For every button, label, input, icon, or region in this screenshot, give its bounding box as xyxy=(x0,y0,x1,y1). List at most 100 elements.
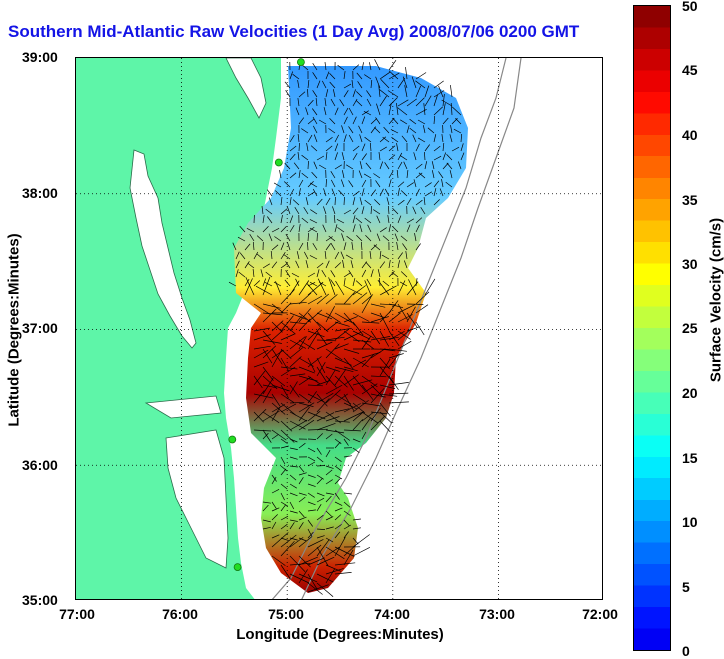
velocity-vector xyxy=(352,153,358,161)
velocity-vector xyxy=(255,285,273,296)
velocity-vector xyxy=(343,116,348,125)
velocity-vector xyxy=(352,419,364,431)
velocity-vector xyxy=(298,318,311,332)
velocity-vector xyxy=(298,569,308,584)
velocity-vector xyxy=(306,143,309,152)
velocity-vector xyxy=(334,196,336,206)
velocity-vector xyxy=(289,411,308,422)
velocity-vector xyxy=(370,393,386,398)
velocity-vector xyxy=(392,117,399,125)
velocity-vector xyxy=(446,153,453,161)
velocity-vector xyxy=(289,555,306,573)
velocity-vector xyxy=(345,254,354,260)
velocity-vector xyxy=(445,181,453,188)
velocity-vector xyxy=(370,330,381,345)
velocity-vector xyxy=(301,154,309,161)
velocity-vector xyxy=(280,393,295,403)
velocity-vector xyxy=(271,393,281,407)
plot-title: Southern Mid-Atlantic Raw Velocities (1 … xyxy=(8,22,580,41)
velocity-vector xyxy=(307,573,318,590)
velocity-vector xyxy=(400,235,408,242)
velocity-vector xyxy=(375,117,381,125)
velocity-vector xyxy=(433,199,440,206)
velocity-vector xyxy=(330,98,336,107)
velocity-vector xyxy=(400,271,408,278)
velocity-vector xyxy=(352,527,361,530)
velocity-vector xyxy=(346,164,354,170)
velocity-vector xyxy=(397,215,402,224)
velocity-vector xyxy=(343,429,361,432)
velocity-vector xyxy=(279,170,282,179)
velocity-vector xyxy=(289,537,304,548)
velocity-vector xyxy=(265,271,273,278)
velocity-vector xyxy=(260,269,264,278)
velocity-vector xyxy=(365,235,372,242)
velocity-vector xyxy=(343,278,346,287)
velocity-vector xyxy=(352,411,365,422)
velocity-vector xyxy=(316,341,333,350)
velocity-vector xyxy=(235,251,240,260)
velocity-vector xyxy=(370,244,378,251)
velocity-vector xyxy=(316,293,330,305)
velocity-vector xyxy=(287,242,291,251)
velocity-vector xyxy=(325,306,336,323)
velocity-vector xyxy=(352,116,357,125)
velocity-vector xyxy=(375,180,381,188)
chesapeake-bay xyxy=(129,149,197,349)
velocity-vector xyxy=(262,411,280,424)
velocity-vector xyxy=(337,64,345,71)
velocity-vector xyxy=(329,117,336,125)
velocity-vector xyxy=(400,119,408,125)
velocity-vector xyxy=(285,261,291,269)
velocity-vector xyxy=(271,429,287,441)
velocity-vector xyxy=(325,429,345,434)
velocity-vector xyxy=(307,483,316,487)
velocity-vector xyxy=(297,80,300,89)
velocity-vector xyxy=(415,72,427,80)
velocity-vector xyxy=(352,207,359,215)
velocity-vector xyxy=(262,312,283,316)
velocity-vector xyxy=(316,465,326,467)
velocity-vector xyxy=(334,393,349,404)
velocity-vector xyxy=(262,303,281,309)
velocity-vector xyxy=(352,359,367,368)
velocity-vector xyxy=(239,225,246,233)
velocity-vector xyxy=(343,316,358,323)
map-canvas xyxy=(76,58,602,599)
velocity-vector xyxy=(438,85,444,98)
velocity-vector xyxy=(298,496,306,503)
velocity-vector xyxy=(325,433,333,440)
velocity-vector xyxy=(321,270,327,278)
velocity-vector xyxy=(264,281,273,287)
velocity-vector xyxy=(285,233,291,242)
velocity-vector xyxy=(370,79,373,89)
velocity-vector xyxy=(343,83,352,89)
velocity-vector xyxy=(404,85,408,98)
velocity-vector xyxy=(334,465,342,472)
velocity-vector xyxy=(316,504,322,512)
velocity-vector xyxy=(453,128,462,134)
velocity-vector xyxy=(442,94,445,107)
velocity-vector xyxy=(415,321,425,336)
velocity-vector xyxy=(397,329,412,341)
velocity-vectors xyxy=(228,59,465,597)
velocity-vector xyxy=(271,349,283,368)
velocity-vector xyxy=(280,208,288,215)
velocity-vector xyxy=(325,568,344,575)
velocity-vector xyxy=(271,303,284,314)
velocity-vector xyxy=(316,422,336,431)
velocity-vector xyxy=(352,215,356,224)
velocity-vector xyxy=(297,133,300,143)
velocity-vector xyxy=(298,472,307,476)
velocity-field xyxy=(234,66,468,593)
velocity-vector xyxy=(298,179,304,188)
velocity-vector xyxy=(348,180,354,188)
velocity-vector xyxy=(268,233,273,242)
velocity-vector xyxy=(334,164,342,170)
velocity-vector xyxy=(388,382,409,386)
velocity-vector xyxy=(307,281,316,287)
velocity-vector xyxy=(352,379,373,386)
velocity-vector xyxy=(307,356,322,368)
velocity-vector xyxy=(325,546,340,557)
velocity-vector xyxy=(415,97,425,107)
